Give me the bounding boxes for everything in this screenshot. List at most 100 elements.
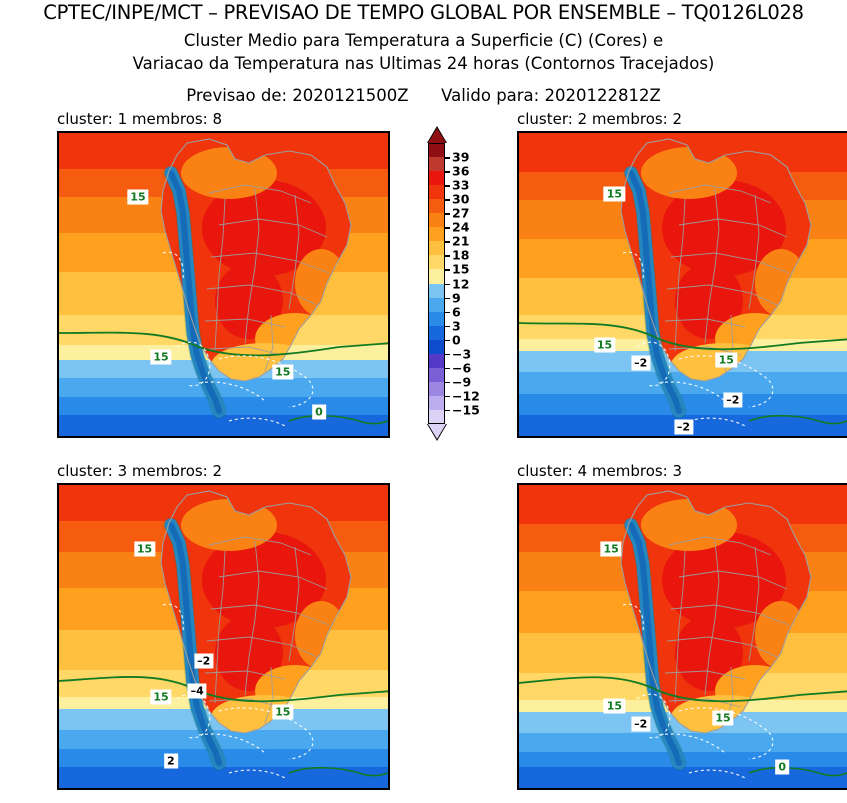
y-axis-tick	[517, 354, 519, 356]
y-axis-tick	[57, 626, 59, 628]
figure-subtitle-line1: Cluster Medio para Temperatura a Superfi…	[183, 31, 664, 50]
map-plot-cluster-4[interactable]: 151515–2015N10N5NEQ5S10S15S20S25S30S35S4…	[517, 483, 847, 790]
colorbar-tick-label: 3	[452, 318, 461, 334]
map-plot-cluster-3[interactable]: 151515–2–4215N10N5NEQ5S10S15S20S25S30S35…	[57, 483, 390, 790]
x-axis-tick	[368, 436, 370, 438]
x-axis-tick	[329, 436, 331, 438]
colorbar-band	[428, 213, 445, 228]
contour-label: –2	[723, 392, 743, 408]
figure-title: CPTEC/INPE/MCT – PREVISAO DE TEMPO GLOBA…	[43, 1, 804, 24]
x-axis-tick	[97, 436, 99, 438]
x-axis-tick	[557, 436, 559, 438]
contour-label: 15	[712, 710, 734, 726]
x-axis-tick	[557, 788, 559, 790]
y-axis-tick	[517, 686, 519, 688]
y-axis-tick	[57, 646, 59, 648]
y-axis-tick	[517, 666, 519, 668]
map-plot-cluster-1[interactable]: 151515015N10N5NEQ5S10S15S20S25S30S35S40S…	[57, 131, 390, 438]
x-axis-tick	[329, 788, 331, 790]
y-axis-tick	[57, 395, 59, 397]
forecast-time-line: Previsao de: 2020121500Z Valido para: 20…	[0, 86, 847, 105]
y-axis-tick	[517, 173, 519, 175]
colorbar-tick	[445, 255, 450, 257]
colorbar-band	[428, 409, 445, 425]
x-axis-tick	[252, 788, 254, 790]
y-axis-tick	[57, 545, 59, 547]
y-axis-tick	[57, 294, 59, 296]
y-axis-tick	[57, 354, 59, 356]
colorbar-extend-max	[427, 128, 446, 143]
contour-label: 15	[272, 364, 294, 380]
y-axis-tick	[57, 504, 59, 506]
colorbar-tick	[445, 269, 450, 271]
x-axis-tick	[290, 436, 292, 438]
colorbar-tick-label: −6	[452, 360, 472, 376]
y-axis-tick	[517, 585, 519, 587]
valid-for-value: 2020122812Z	[544, 86, 661, 105]
colorbar-extend-min	[427, 424, 446, 439]
colorbar-tick-label: 6	[452, 304, 461, 320]
y-axis-tick	[57, 193, 59, 195]
x-axis-tick	[97, 788, 99, 790]
geography-overlay	[59, 133, 388, 436]
y-axis-tick	[57, 706, 59, 708]
x-axis-tick	[213, 436, 215, 438]
y-axis-tick	[57, 605, 59, 607]
y-axis-tick	[517, 193, 519, 195]
colorbar-tick-label: 15	[452, 261, 470, 277]
x-axis-tick	[136, 436, 138, 438]
y-axis-tick	[57, 253, 59, 255]
colorbar-tick	[445, 381, 450, 384]
y-axis-tick	[57, 565, 59, 567]
colorbar-tick-label: 24	[452, 219, 470, 235]
x-axis-tick	[368, 788, 370, 790]
x-axis-tick	[58, 788, 60, 790]
y-axis-tick	[57, 666, 59, 668]
geography-overlay	[519, 485, 847, 788]
y-axis-tick	[57, 173, 59, 175]
temperature-band	[519, 372, 847, 396]
colorbar-band	[428, 283, 445, 298]
colorbar-band	[428, 255, 445, 270]
map-plot-cluster-2[interactable]: 151515–2–2–215N10N5NEQ5S10S15S20S25S30S3…	[517, 131, 847, 438]
y-axis-tick	[517, 334, 519, 336]
y-axis-tick	[57, 152, 59, 154]
colorbar-band	[428, 339, 445, 355]
colorbar-tick	[445, 199, 450, 201]
x-axis-tick	[174, 788, 176, 790]
colorbar-tick-label: −12	[452, 388, 480, 404]
colorbar-tick	[445, 283, 450, 285]
y-axis-tick	[57, 274, 59, 276]
contour-label: 15	[715, 352, 737, 368]
y-axis-tick	[517, 727, 519, 729]
y-axis-tick	[517, 395, 519, 397]
y-axis-tick	[57, 213, 59, 215]
colorbar-band	[428, 353, 445, 369]
y-axis-tick	[517, 375, 519, 377]
colorbar-tick-label: 39	[452, 149, 470, 165]
y-axis-tick	[517, 484, 519, 486]
contour-label: 15	[603, 186, 626, 202]
y-axis-tick	[517, 525, 519, 527]
y-axis-tick	[57, 334, 59, 336]
x-axis-tick	[712, 788, 714, 790]
x-axis-tick	[634, 788, 636, 790]
colorbar-tick-label: 27	[452, 205, 470, 221]
x-axis-tick	[596, 436, 598, 438]
y-axis-tick	[517, 565, 519, 567]
x-axis-tick	[136, 788, 138, 790]
colorbar-tick	[445, 227, 450, 229]
y-axis-tick	[517, 646, 519, 648]
colorbar-band	[428, 241, 445, 256]
colorbar-tick	[445, 241, 450, 243]
x-axis-tick	[518, 436, 520, 438]
colorbar-tick-label: 30	[452, 191, 470, 207]
y-axis-tick	[57, 767, 59, 769]
y-axis-tick	[517, 294, 519, 296]
y-axis-tick	[57, 525, 59, 527]
y-axis-tick	[517, 415, 519, 417]
colorbar-band	[428, 367, 445, 383]
temperature-band	[59, 766, 388, 788]
contour-label: 15	[150, 689, 172, 705]
y-axis-tick	[57, 375, 59, 377]
